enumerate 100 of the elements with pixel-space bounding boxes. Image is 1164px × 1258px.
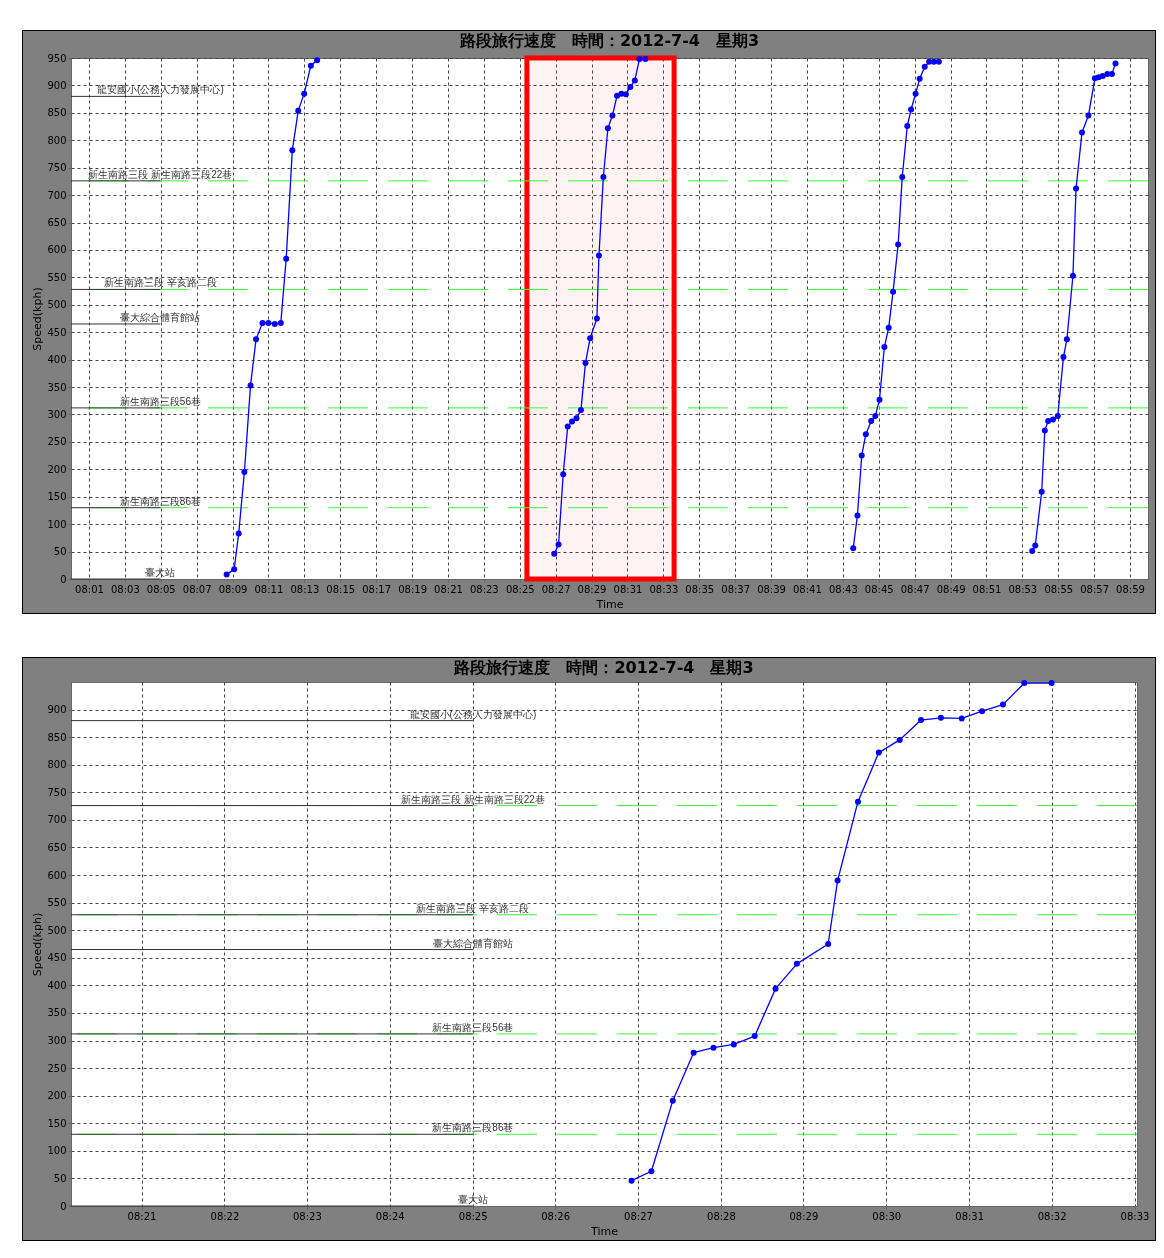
point	[1069, 272, 1076, 279]
ref-line-label: 臺大綜合體育館站	[432, 937, 513, 949]
point	[895, 241, 902, 248]
x-tick-label: 08:51	[972, 583, 1002, 595]
x-tick-label: 08:22	[210, 1210, 240, 1222]
chart-title: 路段旅行速度 時間：2012-7-4 星期3	[453, 658, 754, 678]
y-tick-label: 750	[47, 786, 67, 798]
point	[235, 530, 242, 537]
point	[899, 174, 906, 180]
x-tick-label: 08:33	[1120, 1210, 1150, 1222]
y-tick-label: 750	[47, 162, 67, 174]
y-tick-label: 400	[47, 979, 67, 991]
x-tick-label: 08:45	[864, 583, 894, 595]
point	[1073, 185, 1080, 192]
y-tick-label: 350	[47, 381, 67, 393]
point	[1108, 70, 1115, 77]
y-tick-label: 900	[47, 704, 67, 716]
point	[710, 1044, 717, 1051]
point	[1048, 680, 1055, 687]
point	[587, 335, 594, 342]
point	[669, 1097, 676, 1104]
point	[307, 62, 314, 69]
y-tick-label: 850	[47, 731, 67, 743]
point	[772, 985, 779, 992]
point	[979, 708, 986, 715]
x-tick-label: 08:47	[900, 583, 930, 595]
point	[999, 701, 1006, 708]
y-tick-label: 850	[47, 107, 67, 119]
y-tick-label: 700	[47, 814, 67, 826]
x-tick-label: 08:31	[955, 1210, 985, 1222]
point	[926, 58, 933, 65]
x-tick-label: 08:09	[218, 583, 248, 595]
x-tick-label: 08:27	[624, 1210, 653, 1222]
x-tick-label: 08:24	[375, 1210, 405, 1222]
x-tick-label: 08:07	[182, 583, 212, 595]
x-tick-label: 08:37	[721, 583, 751, 595]
x-tick-label: 08:55	[1044, 583, 1074, 595]
point	[918, 717, 925, 724]
x-tick-label: 08:15	[326, 583, 356, 595]
y-tick-label: 250	[47, 436, 67, 448]
y-tick-label: 700	[47, 189, 67, 201]
point	[631, 77, 638, 84]
ref-line-label: 臺大站	[457, 1194, 488, 1205]
point	[1021, 680, 1028, 687]
x-tick-label: 08:35	[685, 583, 715, 595]
y-tick-label: 450	[47, 952, 67, 964]
point	[648, 1168, 655, 1175]
x-tick-label: 08:13	[290, 583, 320, 595]
y-tick-label: 950	[47, 52, 67, 64]
x-tick-label: 08:23	[469, 583, 499, 595]
point	[1041, 427, 1048, 434]
y-tick-label: 600	[47, 869, 67, 881]
x-tick-label: 08:23	[292, 1210, 322, 1222]
point	[908, 106, 915, 113]
y-tick-label: 0	[60, 573, 67, 585]
x-tick-label: 08:43	[828, 583, 858, 595]
point	[295, 107, 302, 114]
y-tick-label: 550	[47, 271, 67, 283]
point	[627, 84, 634, 91]
y-axis-title: Speed(kph)	[31, 912, 45, 977]
point	[573, 415, 580, 422]
point	[593, 315, 600, 322]
y-tick-label: 300	[47, 1035, 67, 1047]
y-tick-label: 800	[47, 134, 67, 146]
x-tick-label: 08:41	[793, 583, 822, 595]
ref-line-label: 龍安國小(公務人力發展中心)	[409, 708, 537, 720]
point	[636, 56, 643, 63]
point	[1060, 353, 1067, 360]
x-tick-label: 08:25	[505, 583, 535, 595]
x-tick-label: 08:31	[613, 583, 643, 595]
point	[937, 714, 944, 721]
point	[881, 344, 888, 351]
y-tick-label: 500	[47, 924, 67, 936]
x-tick-label: 08:27	[541, 583, 571, 595]
y-tick-label: 450	[47, 326, 67, 338]
point	[259, 319, 266, 326]
ref-line-label: 新生南路三段 新生南路三段22巷	[400, 793, 545, 805]
point	[876, 396, 883, 403]
x-tick-label: 08:33	[649, 583, 679, 595]
point	[569, 418, 576, 425]
y-axis-title: Speed(kph)	[31, 287, 45, 351]
x-tick-label: 08:21	[434, 583, 463, 595]
x-tick-label: 08:19	[398, 583, 427, 595]
y-tick-label: 500	[47, 299, 67, 311]
y-tick-label: 50	[53, 546, 67, 558]
point	[730, 1041, 737, 1048]
x-tick-label: 08:29	[577, 583, 607, 595]
point	[1085, 112, 1092, 119]
y-tick-label: 650	[47, 841, 67, 853]
x-tick-label: 08:26	[541, 1210, 571, 1222]
point	[912, 90, 919, 97]
x-tick-label: 08:03	[110, 583, 140, 595]
point	[1029, 548, 1036, 555]
point	[854, 798, 861, 805]
y-tick-label: 250	[47, 1062, 67, 1074]
x-tick-label: 08:17	[362, 583, 392, 595]
y-tick-label: 150	[47, 491, 67, 503]
point	[868, 418, 875, 425]
point	[1038, 488, 1045, 495]
point	[642, 56, 649, 63]
